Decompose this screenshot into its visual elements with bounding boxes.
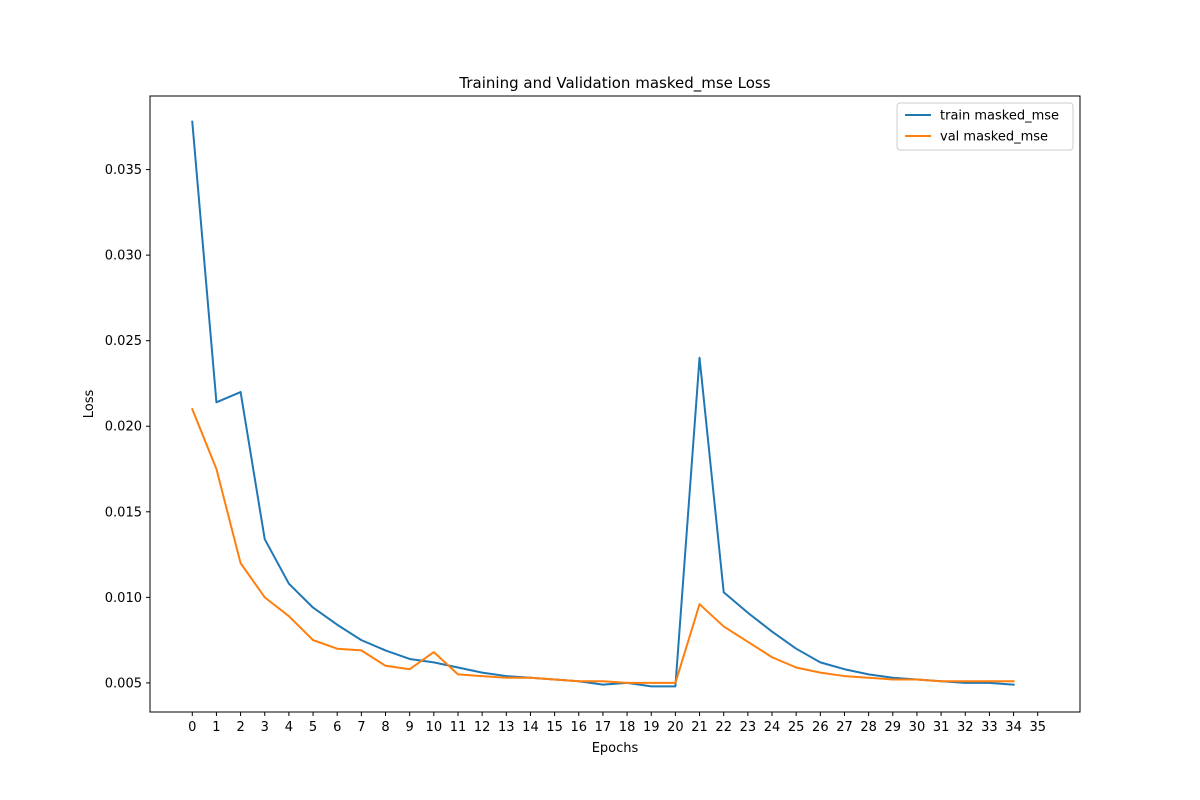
x-tick-label: 24: [764, 720, 781, 735]
x-axis-label: Epochs: [592, 741, 639, 756]
series-layer: [190, 120, 1015, 688]
x-tick-label: 7: [357, 720, 365, 735]
y-tick-label: 0.030: [105, 249, 142, 264]
legend-val-label: val masked_mse: [940, 130, 1048, 145]
legend-train-label: train masked_mse: [940, 109, 1059, 124]
x-tick-label: 29: [885, 720, 902, 735]
x-tick-label: 11: [450, 720, 467, 735]
y-axis-label: Loss: [82, 390, 97, 419]
x-tick-label: 9: [406, 720, 414, 735]
x-tick-label: 0: [188, 720, 196, 735]
x-tick-label: 23: [740, 720, 757, 735]
x-tick-label: 22: [715, 720, 732, 735]
x-tick-label: 19: [643, 720, 660, 735]
x-tick-label: 10: [426, 720, 443, 735]
y-tick-label: 0.035: [105, 163, 142, 178]
x-tick-label: 8: [381, 720, 389, 735]
x-tick-label: 6: [333, 720, 341, 735]
plot-area: [149, 95, 1081, 713]
x-tick-label: 25: [788, 720, 805, 735]
x-tick-label: 35: [1029, 720, 1046, 735]
x-tick-label: 13: [498, 720, 515, 735]
y-tick-label: 0.010: [105, 591, 142, 606]
x-tick-label: 3: [261, 720, 269, 735]
y-tick-label: 0.020: [105, 420, 142, 435]
x-tick-label: 33: [981, 720, 998, 735]
x-tick-label: 18: [619, 720, 636, 735]
legend-box: [896, 102, 1074, 151]
y-axis-ticks: 0.005 0.010 0.015 0.020 0.025 0.030 0.035: [105, 163, 150, 691]
series-line-train: [191, 120, 1015, 688]
x-tick-label: 15: [546, 720, 563, 735]
legend: train masked_mse val masked_mse: [896, 102, 1074, 151]
x-tick-label: 21: [691, 720, 708, 735]
x-tick-label: 17: [595, 720, 612, 735]
y-tick-label: 0.005: [105, 676, 142, 691]
x-tick-label: 34: [1005, 720, 1022, 735]
x-tick-label: 20: [667, 720, 684, 735]
axes-frame: [149, 95, 1081, 713]
x-tick-label: 14: [522, 720, 539, 735]
x-tick-label: 12: [474, 720, 491, 735]
x-tick-label: 30: [909, 720, 926, 735]
chart-title: Training and Validation masked_mse Loss: [458, 74, 770, 93]
x-tick-label: 31: [933, 720, 950, 735]
x-tick-label: 5: [309, 720, 317, 735]
x-tick-label: 2: [236, 720, 244, 735]
x-tick-label: 16: [570, 720, 587, 735]
x-tick-label: 27: [836, 720, 853, 735]
y-tick-label: 0.025: [105, 334, 142, 349]
x-axis-ticks: 0 1 2 3 4 5 6 7 8 9 10 11 12 13 14 15 16 17 18 19 20 21 22 23 24…: [188, 712, 1046, 735]
x-tick-label: 1: [212, 720, 220, 735]
x-tick-label: 4: [285, 720, 293, 735]
series-line-val: [190, 407, 1015, 684]
y-tick-label: 0.015: [105, 505, 142, 520]
x-tick-label: 32: [957, 720, 974, 735]
x-tick-label: 26: [812, 720, 829, 735]
x-tick-label: 28: [860, 720, 877, 735]
